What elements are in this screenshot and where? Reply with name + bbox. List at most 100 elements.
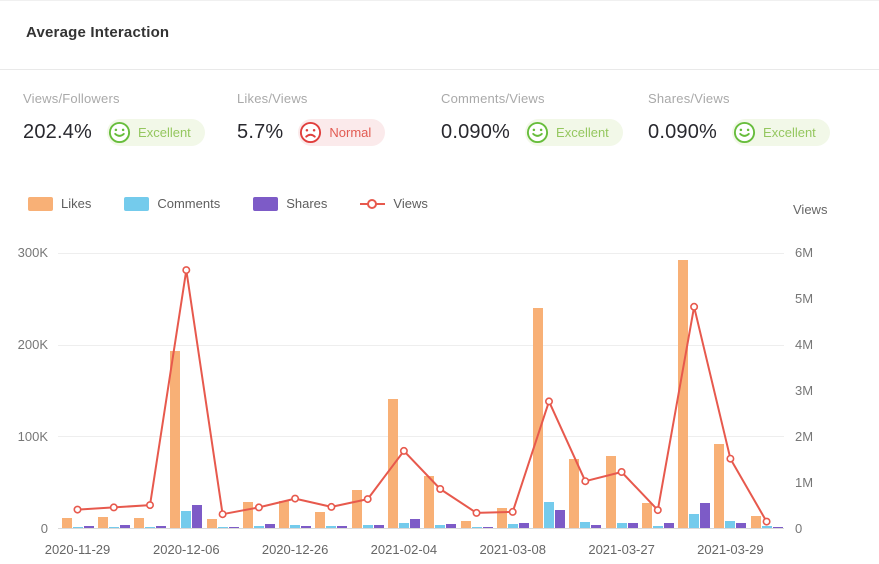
legend-label: Comments <box>157 196 221 211</box>
bar-likes <box>496 507 507 528</box>
views-line-marker <box>182 266 191 275</box>
gridline <box>58 252 784 254</box>
rating-badge: Excellent <box>525 119 623 146</box>
bar-shares <box>264 524 275 528</box>
legend-item-comments[interactable]: Comments <box>124 196 220 211</box>
right-axis-tick-label: 2M <box>795 428 814 444</box>
bar-comments <box>689 513 700 528</box>
bar-comments <box>544 501 554 528</box>
legend-item-views[interactable]: Views <box>360 196 428 211</box>
bar-comments <box>217 526 228 528</box>
bar-shares <box>409 519 420 528</box>
bar-likes <box>714 443 725 528</box>
views-line-marker <box>762 517 771 526</box>
legend-label: Likes <box>61 196 92 211</box>
bar-comments <box>253 526 264 528</box>
metric-views-followers: Views/Followers 202.4% Excellent <box>23 91 205 146</box>
bar-shares <box>736 522 747 528</box>
views-line <box>73 266 771 526</box>
gridline <box>58 344 784 346</box>
bar-comments <box>145 526 155 528</box>
bar-comments <box>652 526 663 528</box>
right-axis-tick-label: 1M <box>795 474 814 490</box>
bar-likes <box>750 516 761 528</box>
bar-shares <box>119 525 130 528</box>
views-line-marker <box>363 495 372 504</box>
bar-shares <box>446 524 457 528</box>
left-axis-tick-label: 0 <box>40 520 48 536</box>
bar-comments <box>398 522 409 528</box>
metric-value: 0.090% <box>648 121 718 143</box>
bar-shares <box>700 503 711 528</box>
views-line-marker <box>653 506 662 515</box>
bar-likes <box>387 398 398 528</box>
bar-shares <box>772 526 783 528</box>
bar-likes <box>351 489 362 528</box>
views-line-marker <box>726 454 735 463</box>
legend-item-shares[interactable]: Shares <box>253 196 327 211</box>
bar-likes <box>97 517 108 528</box>
views-line-marker <box>254 503 263 512</box>
views-line-marker <box>327 502 336 511</box>
metric-value: 202.4% <box>23 121 93 143</box>
legend-swatch <box>253 196 279 211</box>
bar-shares <box>482 526 493 528</box>
legend-swatch <box>28 196 53 211</box>
x-axis-tick-label: 2020-11-29 <box>44 542 111 557</box>
bar-shares <box>156 526 166 528</box>
bar-likes <box>569 459 580 528</box>
bar-shares <box>228 526 239 528</box>
metric-label: Likes/Views <box>237 91 308 106</box>
bar-likes <box>242 502 253 528</box>
bar-likes <box>279 500 290 528</box>
rating-badge: Excellent <box>107 119 205 146</box>
views-line-marker <box>690 302 699 311</box>
bar-shares <box>337 526 348 528</box>
views-line-marker <box>581 477 590 486</box>
metric-shares-views: Shares/Views 0.090% Excellent <box>648 91 830 146</box>
right-axis-tick-label: 5M <box>795 291 814 307</box>
bar-likes <box>678 260 689 528</box>
bar-likes <box>61 517 72 528</box>
bar-comments <box>616 522 627 528</box>
rating-badge: Normal <box>298 119 386 146</box>
bar-likes <box>134 517 144 528</box>
x-axis-tick-label: 2020-12-06 <box>153 542 220 557</box>
bar-shares <box>663 523 674 528</box>
views-line-marker <box>508 507 517 516</box>
bar-comments <box>72 526 83 528</box>
bar-shares <box>301 526 312 528</box>
legend-label: Shares <box>286 196 328 211</box>
views-line-marker <box>291 494 300 503</box>
bar-comments <box>435 525 446 528</box>
bar-likes <box>533 307 543 528</box>
bar-shares <box>555 509 565 528</box>
bar-likes <box>641 503 652 528</box>
left-axis-tick-label: 200K <box>17 337 48 352</box>
metric-likes-views: Likes/Views 5.7% Normal <box>237 91 386 146</box>
bar-comments <box>362 525 373 528</box>
legend-item-likes[interactable]: Likes <box>28 196 91 211</box>
bar-likes <box>170 350 181 528</box>
bar-comments <box>181 510 192 528</box>
smile-face-icon <box>733 121 756 144</box>
views-line-marker <box>73 505 82 514</box>
bar-shares <box>373 525 384 528</box>
views-line-marker <box>472 508 481 517</box>
header-divider <box>0 69 879 70</box>
x-axis-tick-label: 2021-03-08 <box>479 542 546 557</box>
metric-value: 5.7% <box>237 121 284 143</box>
chart-legend: Likes Comments Shares Views <box>28 196 428 211</box>
bar-comments <box>725 520 736 528</box>
bar-likes <box>424 475 435 528</box>
right-axis-tick-label: 6M <box>795 245 814 261</box>
x-axis-tick-label: 2021-02-04 <box>370 542 438 557</box>
legend-line-symbol <box>360 197 386 211</box>
bar-shares <box>518 523 529 528</box>
bar-comments <box>580 521 591 528</box>
views-line-marker <box>544 397 553 406</box>
right-axis-tick-label: 4M <box>795 337 814 352</box>
gridline <box>58 436 784 438</box>
bar-shares <box>627 523 638 528</box>
